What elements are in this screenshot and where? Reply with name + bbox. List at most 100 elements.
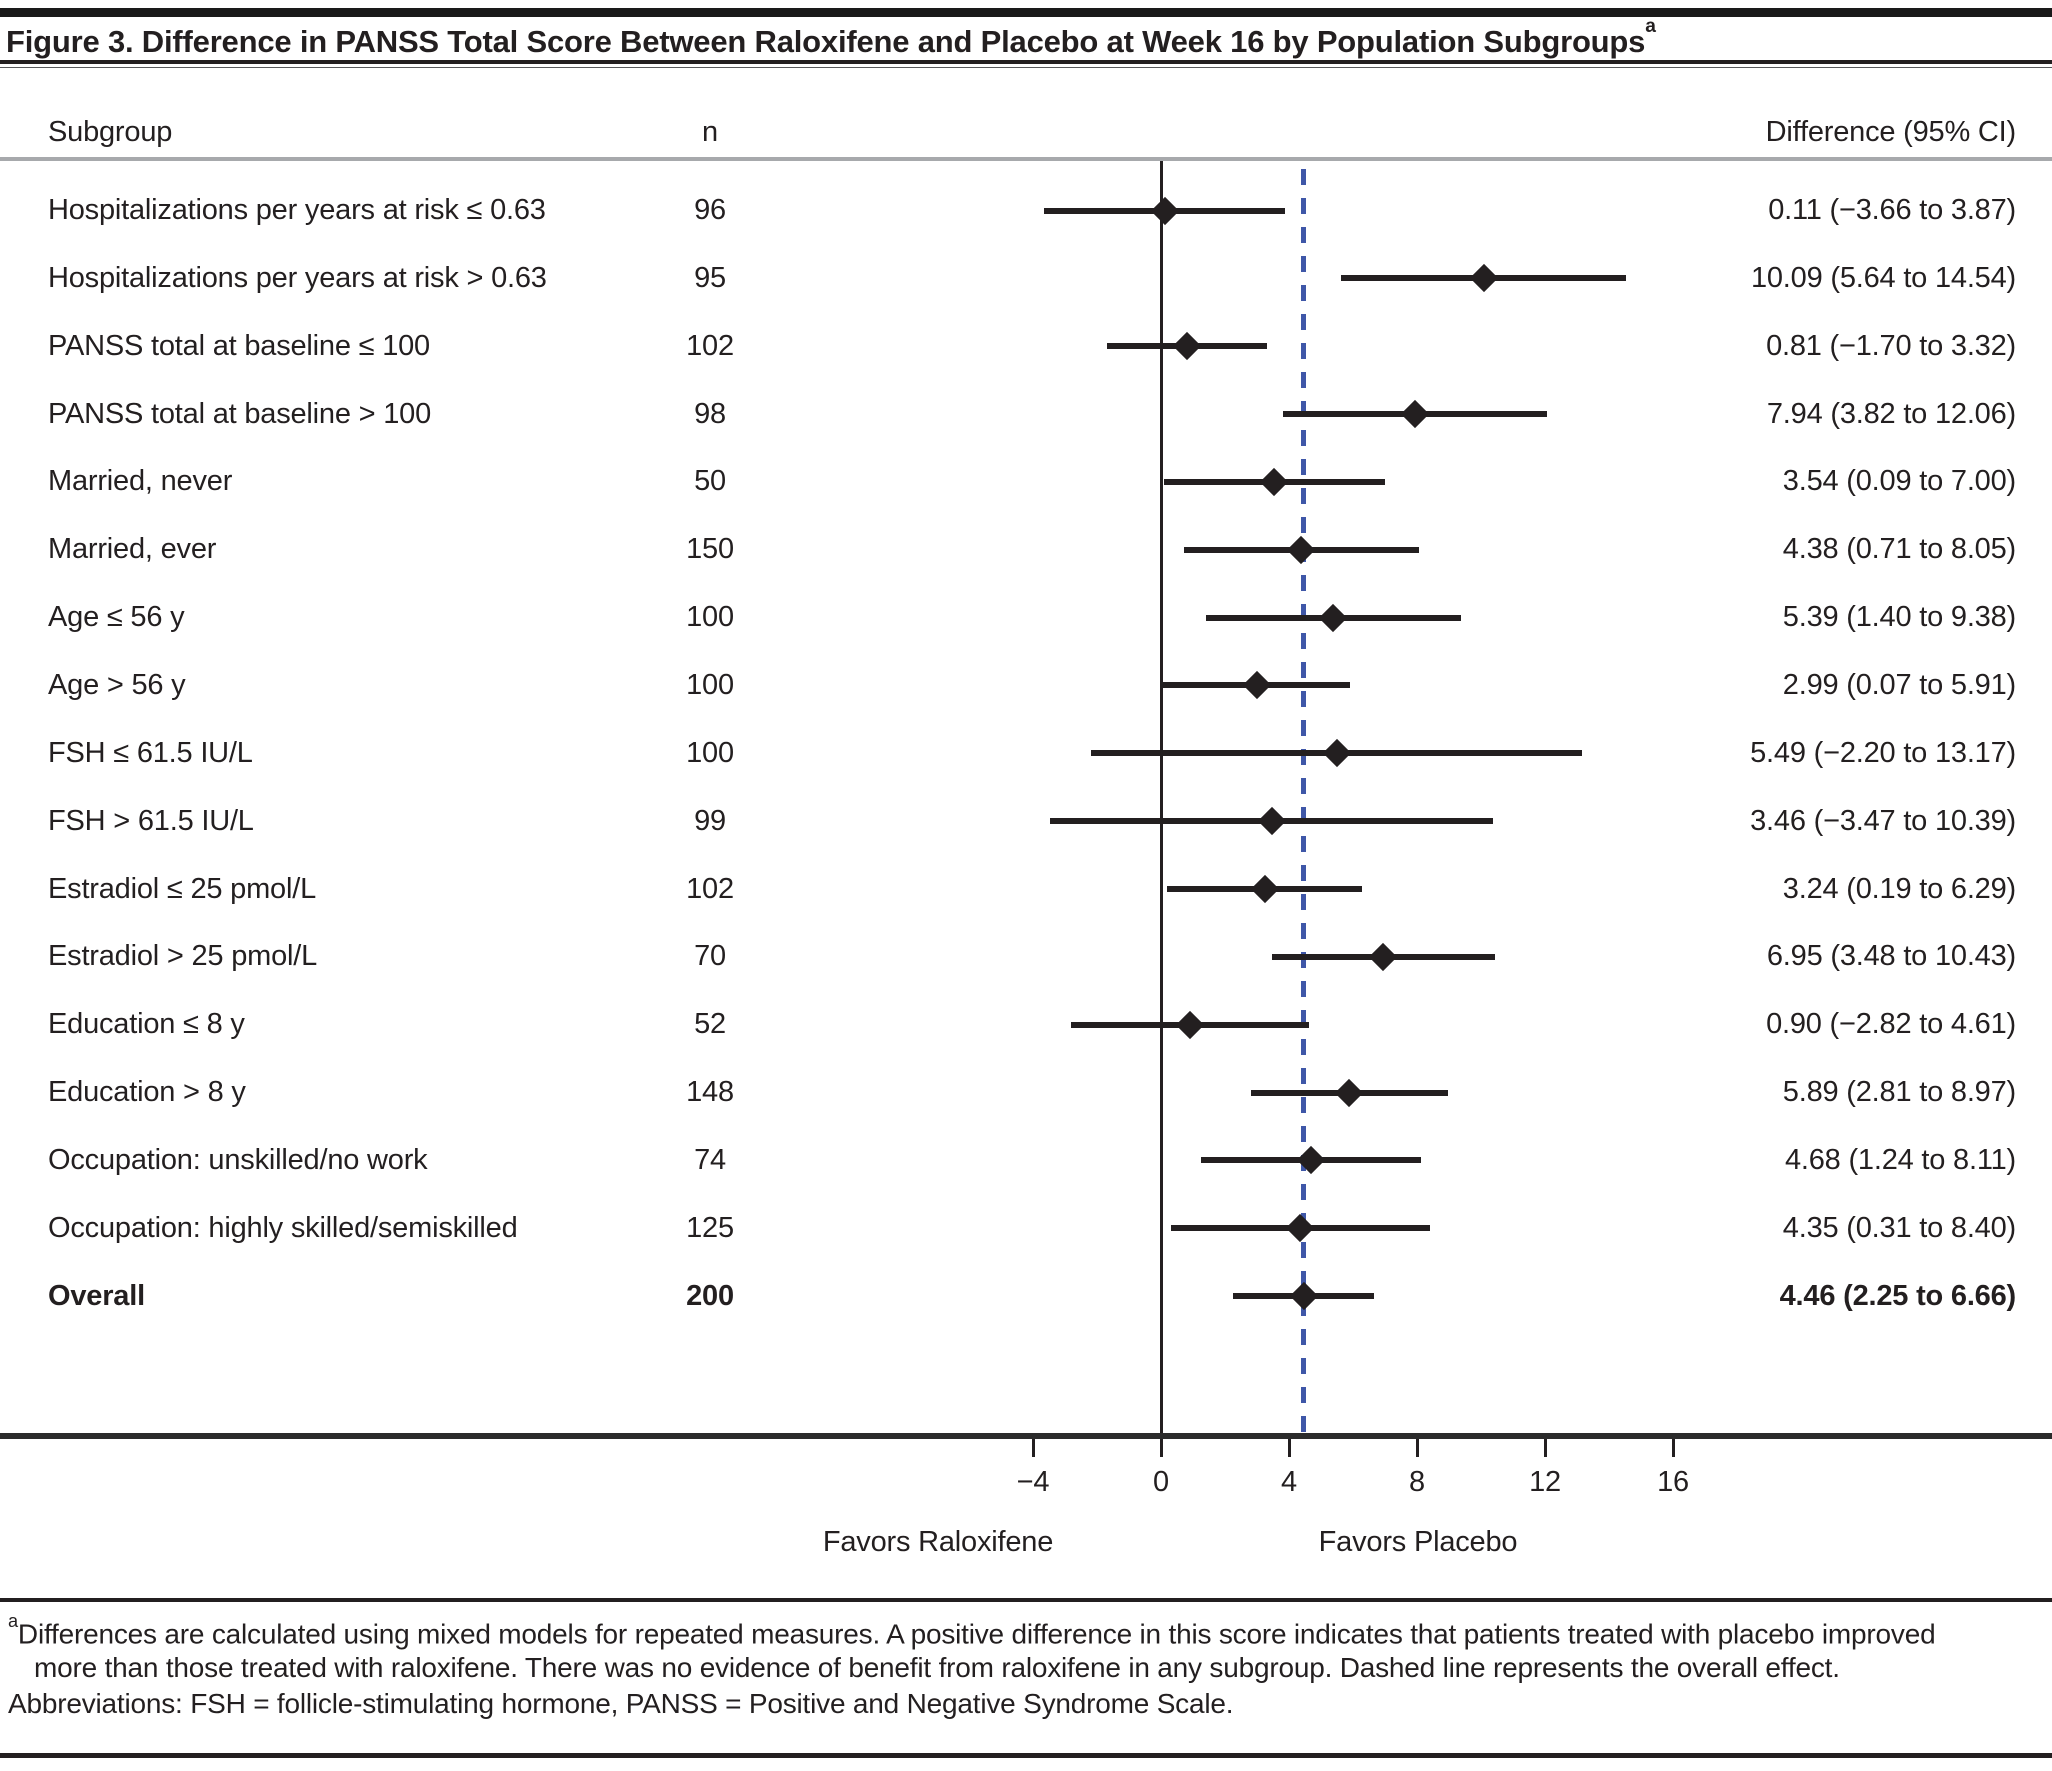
ci-text: 4.68 (1.24 to 8.11) (1784, 1143, 2016, 1176)
x-axis-tick (1671, 1437, 1675, 1457)
x-axis-tick-label: 16 (1657, 1466, 1689, 1498)
figure-title-superscript: a (1645, 16, 1656, 38)
estimate-diamond-marker (1335, 1078, 1364, 1107)
ci-text: 4.35 (0.31 to 8.40) (1782, 1211, 2016, 1244)
subgroup-label: Married, ever (48, 533, 217, 566)
estimate-diamond-marker (1260, 467, 1289, 497)
subgroup-label: Occupation: highly skilled/semiskilled (48, 1211, 518, 1244)
n-value: 52 (694, 1008, 726, 1041)
estimate-diamond-marker (1150, 196, 1179, 225)
column-header-n: n (702, 116, 718, 148)
estimate-diamond-marker (1287, 535, 1316, 564)
footnote-superscript: a (8, 1610, 18, 1631)
column-header-difference: Difference (95% CI) (1765, 116, 2017, 148)
subgroup-label: FSH > 61.5 IU/L (48, 804, 254, 837)
figure-title-text: Figure 3. Difference in PANSS Total Scor… (6, 24, 1646, 59)
title-rule (0, 60, 2052, 64)
ci-text: 4.38 (0.71 to 8.05) (1782, 533, 2016, 566)
x-axis-tick (1543, 1437, 1547, 1457)
subgroup-label: Estradiol ≤ 25 pmol/L (48, 872, 317, 905)
subgroup-label: Age > 56 y (48, 668, 186, 701)
n-value: 70 (694, 940, 726, 973)
n-value: 150 (686, 533, 734, 566)
n-value: 99 (694, 804, 726, 837)
n-value: 102 (686, 329, 734, 362)
top-bar (0, 8, 2052, 17)
estimate-diamond-marker (1319, 603, 1348, 632)
n-value: 100 (686, 668, 734, 701)
zero-reference-line (1159, 161, 1163, 1433)
estimate-diamond-marker (1400, 399, 1430, 429)
ci-text: 5.39 (1.40 to 9.38) (1782, 601, 2016, 634)
subgroup-label: Hospitalizations per years at risk ≤ 0.6… (48, 194, 546, 226)
n-value: 50 (694, 465, 726, 498)
ci-text: 5.49 (−2.20 to 13.17) (1750, 736, 2016, 769)
n-value: 100 (686, 736, 734, 769)
ci-text: 2.99 (0.07 to 5.91) (1782, 668, 2016, 701)
subgroup-label: PANSS total at baseline ≤ 100 (48, 329, 430, 362)
estimate-diamond-marker (1172, 332, 1202, 361)
subgroup-label: Occupation: unskilled/no work (48, 1143, 428, 1176)
ci-text: 3.46 (−3.47 to 10.39) (1750, 804, 2016, 837)
n-value: 100 (686, 601, 734, 634)
favors-right-label: Favors Placebo (1318, 1526, 1518, 1558)
estimate-diamond-marker (1250, 874, 1279, 904)
x-axis-tick-label: 8 (1409, 1466, 1425, 1498)
footnote-body: Differences are calculated using mixed m… (17, 1618, 1936, 1684)
x-axis-tick-label: 0 (1153, 1466, 1169, 1498)
x-axis-tick-label: 12 (1529, 1466, 1561, 1498)
estimate-diamond-marker (1242, 671, 1271, 700)
x-axis-tick (1031, 1437, 1035, 1457)
n-value: 200 (686, 1279, 734, 1312)
estimate-diamond-marker (1257, 806, 1286, 836)
favors-left-label: Favors Raloxifene (822, 1526, 1054, 1558)
n-value: 148 (686, 1076, 734, 1109)
ci-text: 10.09 (5.64 to 14.54) (1750, 261, 2016, 294)
ci-text: 0.90 (−2.82 to 4.61) (1766, 1008, 2016, 1041)
x-axis-tick (1159, 1437, 1163, 1457)
subgroup-label: FSH ≤ 61.5 IU/L (48, 736, 253, 769)
n-value: 95 (694, 261, 726, 294)
n-value: 98 (694, 397, 726, 430)
ci-text: 5.89 (2.81 to 8.97) (1782, 1076, 2016, 1109)
x-axis-tick-label: 4 (1281, 1466, 1297, 1498)
ci-text: 0.11 (−3.66 to 3.87) (1768, 194, 2016, 226)
estimate-diamond-marker (1289, 1281, 1318, 1311)
subgroup-label: Overall (48, 1279, 145, 1312)
subgroup-label: PANSS total at baseline > 100 (48, 397, 431, 430)
estimate-diamond-marker (1286, 1214, 1315, 1243)
footnote-block: aDifferences are calculated using mixed … (8, 1610, 1984, 1721)
column-header-subgroup: Subgroup (48, 116, 173, 148)
x-axis-tick (1287, 1437, 1291, 1457)
subgroup-label: Estradiol > 25 pmol/L (48, 940, 318, 973)
ci-text: 7.94 (3.82 to 12.06) (1766, 397, 2016, 430)
subgroup-label: Education > 8 y (48, 1076, 246, 1109)
n-value: 102 (686, 872, 734, 905)
subgroup-label: Age ≤ 56 y (48, 601, 185, 634)
estimate-diamond-marker (1369, 942, 1398, 971)
ci-text: 3.54 (0.09 to 7.00) (1782, 465, 2016, 498)
title-rule-thin (0, 67, 2052, 68)
x-axis-line (0, 1433, 2052, 1439)
ci-text: 0.81 (−1.70 to 3.32) (1766, 329, 2016, 362)
n-value: 96 (694, 194, 726, 226)
overall-effect-dashed-line (1301, 169, 1307, 1433)
ci-text: 4.46 (2.25 to 6.66) (1779, 1279, 2017, 1312)
footnote-abbreviations: Abbreviations: FSH = follicle-stimulatin… (8, 1688, 1234, 1720)
footnote-top-rule (0, 1598, 2052, 1602)
estimate-diamond-marker (1322, 739, 1351, 768)
n-value: 74 (694, 1143, 726, 1176)
subgroup-label: Hospitalizations per years at risk > 0.6… (48, 261, 547, 294)
ci-text: 6.95 (3.48 to 10.43) (1766, 940, 2016, 973)
n-value: 125 (686, 1211, 734, 1244)
subgroup-label: Married, never (48, 465, 233, 498)
estimate-diamond-marker (1469, 264, 1499, 293)
bottom-rule (0, 1753, 2052, 1758)
ci-text: 3.24 (0.19 to 6.29) (1782, 872, 2016, 905)
footnote-text: aDifferences are calculated using mixed … (8, 1610, 1984, 1685)
figure-title: Figure 3. Difference in PANSS Total Scor… (6, 16, 1656, 60)
subgroup-label: Education ≤ 8 y (48, 1008, 245, 1041)
x-axis-tick-label: −4 (1016, 1466, 1050, 1498)
